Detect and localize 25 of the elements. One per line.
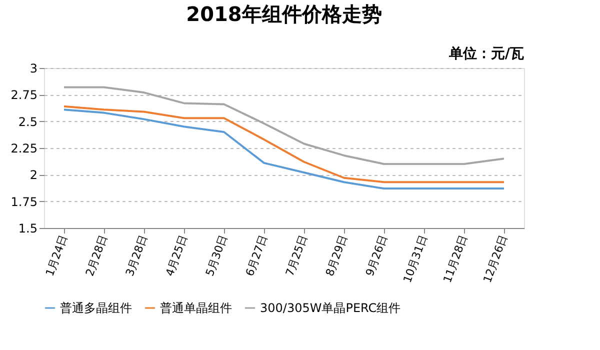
- x-tick-label: 3月28日: [123, 233, 150, 278]
- x-tick-label: 7月25日: [283, 233, 310, 278]
- y-tick-label: 2.25: [10, 142, 38, 156]
- y-tick-label: 2.75: [10, 88, 38, 102]
- x-tick-label: 2月28日: [83, 233, 110, 278]
- chart-title: 2018年组件价格走势: [186, 2, 382, 26]
- y-tick-label: 2: [30, 168, 38, 182]
- x-tick-label: 6月27日: [243, 233, 270, 278]
- x-tick-label: 4月25日: [163, 233, 190, 278]
- legend-label: 300/305W单晶PERC组件: [260, 301, 401, 315]
- x-tick-label: 11月28日: [440, 233, 470, 285]
- legend-label: 普通多晶组件: [60, 301, 132, 315]
- y-tick-label: 1.5: [18, 222, 38, 236]
- x-tick-label: 10月31日: [400, 233, 430, 285]
- line-series: [63, 86, 505, 165]
- y-tick-label: 2.5: [18, 114, 38, 129]
- x-tick-label: 9月26日: [363, 233, 390, 278]
- x-tick-label: 5月30日: [203, 233, 230, 278]
- x-tick-label: 8月29日: [323, 233, 350, 278]
- x-tick-label: 1月24日: [43, 233, 70, 278]
- y-tick-label: 1.75: [10, 194, 38, 209]
- x-tick-label: 12月26日: [480, 233, 510, 285]
- legend-label: 普通单晶组件: [160, 301, 232, 315]
- text: 单位：元/瓦: [448, 46, 524, 62]
- y-tick-label: 3: [30, 62, 38, 76]
